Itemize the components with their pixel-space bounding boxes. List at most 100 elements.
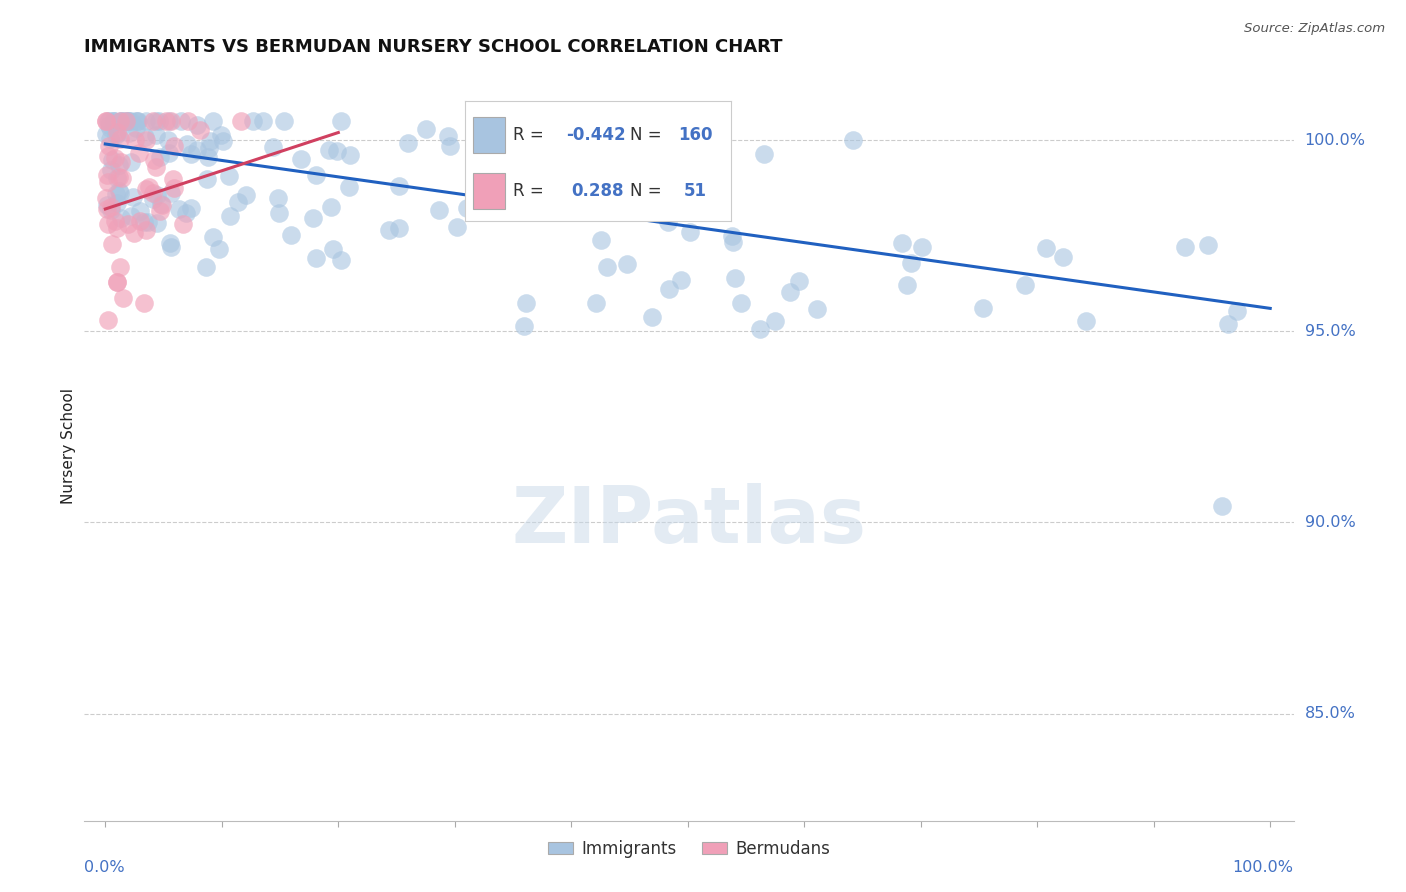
Point xyxy=(235,188,257,202)
Text: 100.0%: 100.0% xyxy=(1233,860,1294,874)
Point xyxy=(97,114,120,128)
Point xyxy=(104,152,127,166)
Point xyxy=(415,122,437,136)
Point xyxy=(127,114,149,128)
Point xyxy=(97,114,120,128)
Point xyxy=(506,142,529,156)
Point xyxy=(108,260,131,275)
Point xyxy=(108,186,131,200)
Point xyxy=(97,218,120,232)
Point xyxy=(242,114,264,128)
Point xyxy=(679,226,702,240)
Point xyxy=(842,133,865,147)
Point xyxy=(170,114,193,128)
Point xyxy=(121,190,143,204)
Text: 95.0%: 95.0% xyxy=(1305,324,1355,339)
Point xyxy=(672,178,695,193)
Point xyxy=(318,143,340,157)
Point xyxy=(110,211,132,225)
Point xyxy=(1226,304,1249,318)
Point xyxy=(101,153,124,168)
Point xyxy=(571,183,593,197)
Point xyxy=(96,202,118,216)
Point xyxy=(117,114,139,128)
Point xyxy=(177,114,200,128)
Point xyxy=(142,186,165,200)
Point xyxy=(96,128,118,142)
Point xyxy=(429,203,451,218)
Point xyxy=(207,242,229,256)
Point xyxy=(188,123,211,137)
Point xyxy=(585,296,607,310)
Point xyxy=(105,125,128,139)
Point xyxy=(396,136,419,150)
Point xyxy=(117,114,139,128)
Text: 0.0%: 0.0% xyxy=(84,860,125,874)
Point xyxy=(658,282,681,296)
Point xyxy=(329,253,352,268)
Point xyxy=(108,114,131,128)
Point xyxy=(135,222,157,236)
Point xyxy=(105,195,128,210)
Point xyxy=(669,273,692,287)
Point xyxy=(134,215,156,229)
Point xyxy=(114,114,136,128)
Point xyxy=(159,235,181,250)
Point xyxy=(174,205,197,219)
Point xyxy=(108,184,131,198)
Point xyxy=(1211,499,1233,513)
Point xyxy=(388,220,411,235)
Point xyxy=(145,160,167,174)
Point xyxy=(115,114,138,128)
Point xyxy=(302,211,325,225)
Point xyxy=(1197,238,1219,252)
Point xyxy=(97,118,120,132)
Point xyxy=(111,114,134,128)
Point xyxy=(157,132,180,146)
Point xyxy=(388,178,411,193)
Point xyxy=(120,155,142,169)
Point xyxy=(110,114,132,128)
Point xyxy=(142,192,165,206)
Point xyxy=(160,114,183,128)
Point xyxy=(176,137,198,152)
Point xyxy=(96,191,118,205)
Point xyxy=(163,181,186,195)
Point xyxy=(513,319,536,334)
Point xyxy=(103,114,125,128)
Point xyxy=(110,154,132,169)
Point xyxy=(111,171,134,186)
Point xyxy=(107,275,129,289)
Point xyxy=(470,153,492,167)
Point xyxy=(149,203,172,218)
Point xyxy=(779,285,801,300)
Point xyxy=(195,172,218,186)
Point xyxy=(118,126,141,140)
Point xyxy=(201,229,224,244)
Point xyxy=(180,146,202,161)
Point xyxy=(100,200,122,214)
Point xyxy=(135,182,157,196)
Text: ZIPatlas: ZIPatlas xyxy=(512,483,866,559)
Point xyxy=(666,194,689,209)
Point xyxy=(104,128,127,142)
Legend: Immigrants, Bermudans: Immigrants, Bermudans xyxy=(541,833,837,864)
Point xyxy=(118,114,141,128)
Point xyxy=(692,114,714,128)
Point xyxy=(721,235,744,250)
Point xyxy=(120,209,142,223)
Text: 85.0%: 85.0% xyxy=(1305,706,1355,721)
Point xyxy=(150,198,173,212)
Point xyxy=(229,114,252,128)
Point xyxy=(160,239,183,253)
Point xyxy=(619,191,641,205)
Point xyxy=(142,114,165,128)
Point xyxy=(98,132,121,146)
Point xyxy=(218,169,240,184)
Point xyxy=(752,147,775,161)
Point xyxy=(212,134,235,148)
Point xyxy=(748,322,770,336)
Point xyxy=(721,229,744,244)
Point xyxy=(1074,313,1097,327)
Point xyxy=(132,295,155,310)
